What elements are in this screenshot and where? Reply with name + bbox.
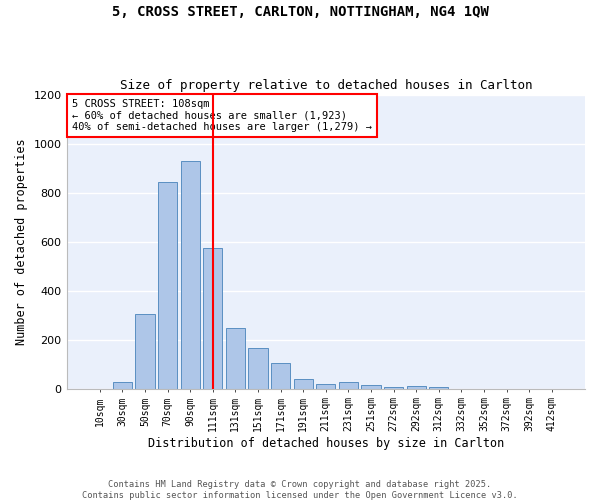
Bar bbox=[248, 348, 268, 389]
Bar bbox=[429, 386, 448, 388]
Bar bbox=[271, 363, 290, 388]
Bar bbox=[339, 382, 358, 388]
Bar bbox=[293, 379, 313, 388]
Bar bbox=[361, 385, 380, 388]
Bar bbox=[136, 314, 155, 388]
Bar bbox=[407, 386, 426, 388]
Bar bbox=[113, 382, 132, 388]
Y-axis label: Number of detached properties: Number of detached properties bbox=[15, 138, 28, 345]
Title: Size of property relative to detached houses in Carlton: Size of property relative to detached ho… bbox=[119, 79, 532, 92]
Bar bbox=[384, 386, 403, 388]
Bar bbox=[226, 328, 245, 388]
Bar bbox=[181, 160, 200, 388]
Text: 5 CROSS STREET: 108sqm
← 60% of detached houses are smaller (1,923)
40% of semi-: 5 CROSS STREET: 108sqm ← 60% of detached… bbox=[72, 99, 372, 132]
Bar bbox=[158, 182, 177, 388]
X-axis label: Distribution of detached houses by size in Carlton: Distribution of detached houses by size … bbox=[148, 437, 504, 450]
Bar bbox=[203, 248, 223, 388]
Text: Contains HM Land Registry data © Crown copyright and database right 2025.
Contai: Contains HM Land Registry data © Crown c… bbox=[82, 480, 518, 500]
Text: 5, CROSS STREET, CARLTON, NOTTINGHAM, NG4 1QW: 5, CROSS STREET, CARLTON, NOTTINGHAM, NG… bbox=[112, 5, 488, 19]
Bar bbox=[316, 384, 335, 388]
